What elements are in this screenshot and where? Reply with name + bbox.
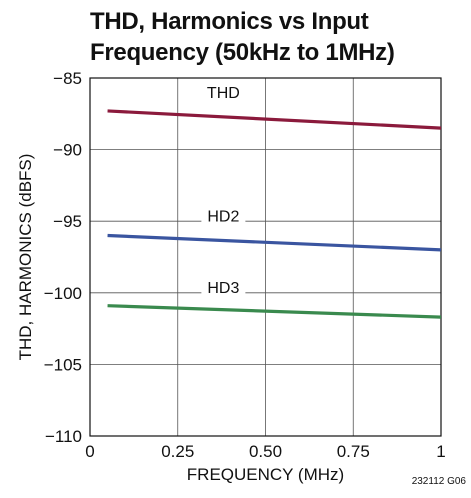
series-label-hd2: HD2 [207, 209, 239, 226]
series-lines [107, 109, 442, 319]
series-line-thd [107, 109, 442, 130]
grid-lines [90, 78, 441, 436]
y-tick-label: −90 [53, 141, 82, 160]
y-axis-label: THD, HARMONICS (dBFS) [16, 154, 35, 361]
y-tick-label: −95 [53, 212, 82, 231]
chart-title-line-2: Frequency (50kHz to 1MHz) [90, 39, 395, 66]
figure-code: 232112 G06 [412, 476, 467, 487]
y-tick-label: −110 [45, 427, 82, 446]
x-tick-labels: 0 0.25 0.50 0.75 1 [85, 442, 445, 461]
chart-title-line-1: THD, Harmonics vs Input [90, 8, 369, 35]
series-label-thd: THD [207, 85, 240, 102]
x-tick-label: 0 [85, 442, 94, 461]
series-label-background [201, 81, 246, 102]
x-tick-label: 1 [436, 442, 445, 461]
y-tick-label: −85 [53, 69, 82, 88]
series-line-hd3 [107, 304, 442, 319]
y-tick-labels: −85 −90 −95 −100 −105 −110 [44, 69, 82, 446]
chart-title: THD, Harmonics vs Input Frequency (50kHz… [90, 6, 460, 68]
x-tick-label: 0.25 [161, 442, 194, 461]
y-tick-label: −100 [44, 284, 82, 303]
series-line-hd2 [107, 233, 442, 252]
series-label-hd3: HD3 [207, 280, 239, 297]
x-axis-label: FREQUENCY (MHz) [187, 465, 344, 484]
series-label-background [201, 205, 246, 226]
series-label-background [201, 277, 246, 298]
plot-frame [89, 77, 442, 437]
y-tick-label: −105 [44, 355, 82, 374]
x-tick-label: 0.50 [249, 442, 282, 461]
x-tick-label: 0.75 [337, 442, 370, 461]
series-labels: THD HD2 HD3 [207, 85, 240, 297]
